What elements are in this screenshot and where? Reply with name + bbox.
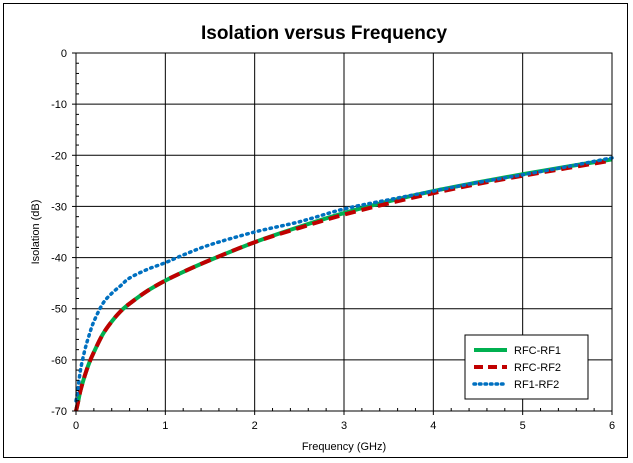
series-layer xyxy=(74,156,614,412)
series-line-rfc-rf2 xyxy=(74,158,613,412)
y-tick-label: -50 xyxy=(51,304,67,316)
x-tick-label: 1 xyxy=(162,420,168,432)
y-tick-label: -40 xyxy=(51,253,67,265)
x-tick-label: 3 xyxy=(341,420,347,432)
isolation-chart: Isolation versus Frequency 0 1 2 3 4 5 6 0 -10 -2… xyxy=(30,23,615,453)
x-tick-label: 4 xyxy=(430,420,436,432)
y-tick-label: -70 xyxy=(51,406,67,418)
x-axis-label: Frequency (GHz) xyxy=(302,441,386,453)
series-line-rf1-rf2 xyxy=(74,156,614,403)
legend: RFC-RF1 RFC-RF2 RF1-RF2 xyxy=(464,334,589,400)
y-tick-label: 0 xyxy=(61,48,67,60)
x-tick-label: 0 xyxy=(73,420,79,432)
y-tick-label: -20 xyxy=(51,150,67,162)
x-tick-label: 5 xyxy=(520,420,526,432)
legend-label-rfc-rf2: RFC-RF2 xyxy=(514,362,561,374)
y-tick-label: -60 xyxy=(51,355,67,367)
grid-layer xyxy=(76,53,612,411)
legend-label-rf1-rf2: RF1-RF2 xyxy=(514,379,559,391)
y-tick-label: -10 xyxy=(51,99,67,111)
chart-title: Isolation versus Frequency xyxy=(201,23,447,44)
tick-layer: 0 1 2 3 4 5 6 0 -10 -20 -30 -40 -50 -60 -70 xyxy=(51,48,615,432)
x-tick-label: 2 xyxy=(252,420,258,432)
legend-box xyxy=(464,334,589,400)
x-tick-label: 6 xyxy=(609,420,615,432)
legend-label-rfc-rf1: RFC-RF1 xyxy=(514,345,561,357)
y-tick-label: -30 xyxy=(51,201,67,213)
chart-frame: Isolation versus Frequency 0 1 2 3 4 5 6 0 -10 -2… xyxy=(3,3,628,458)
y-axis-label: Isolation (dB) xyxy=(30,200,42,265)
